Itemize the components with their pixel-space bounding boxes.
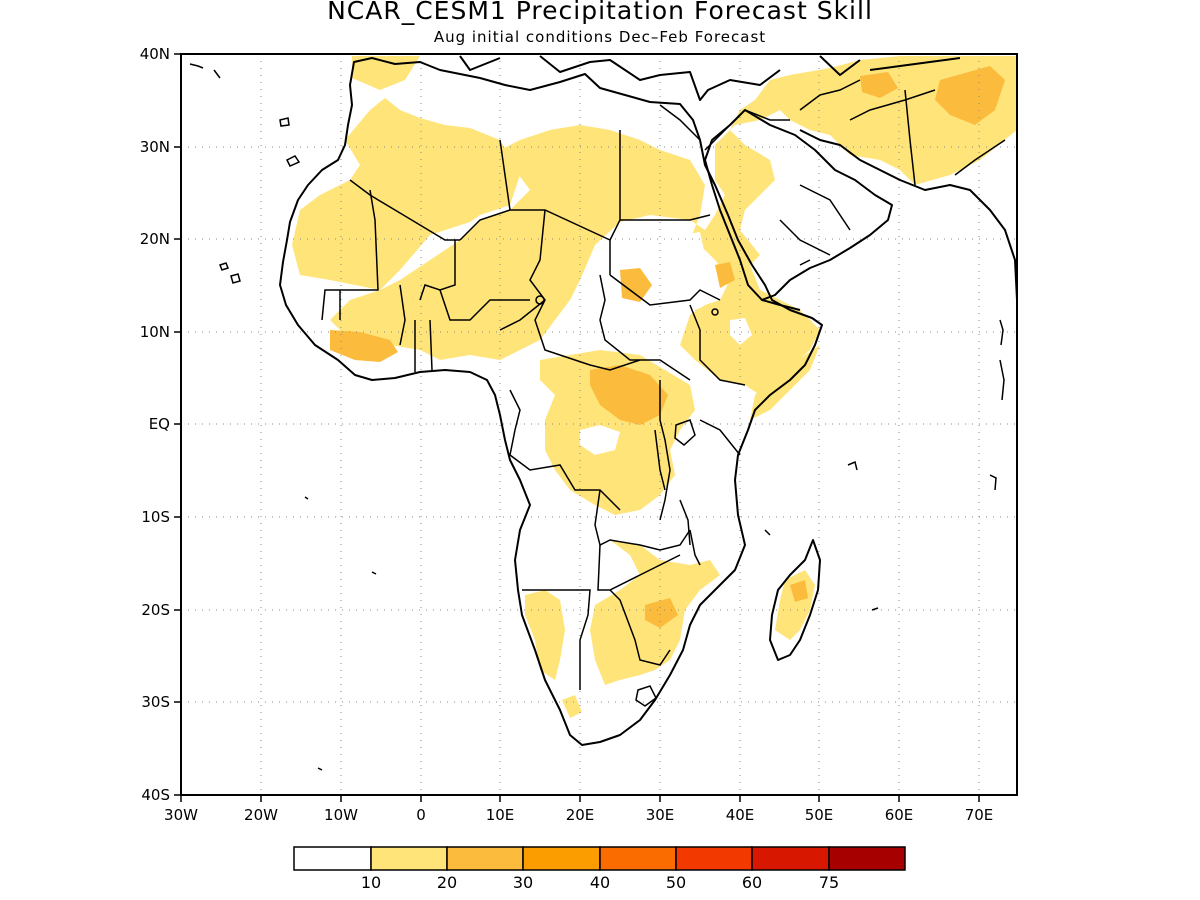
map-title: NCAR_CESM1 Precipitation Forecast Skill bbox=[327, 0, 873, 25]
lat-label: 10S bbox=[141, 508, 170, 526]
lon-label: 10W bbox=[324, 806, 358, 824]
coastlines bbox=[279, 55, 1017, 746]
color-bar-label: 60 bbox=[742, 873, 762, 892]
map-area bbox=[181, 54, 1017, 795]
color-bar-box bbox=[446, 846, 524, 871]
lon-labels: 30W 20W 10W 0 10E 20E 30E 40E 50E 60E 70… bbox=[164, 806, 993, 824]
lat-label: EQ bbox=[149, 415, 170, 433]
color-bar-label: 75 bbox=[819, 873, 839, 892]
lon-label: 20W bbox=[244, 806, 278, 824]
lon-label: 20E bbox=[566, 806, 595, 824]
lon-label: 70E bbox=[965, 806, 994, 824]
color-bar-label: 50 bbox=[666, 873, 686, 892]
color-bar-label: 20 bbox=[437, 873, 457, 892]
color-bar-box bbox=[828, 846, 906, 871]
lat-label: 30N bbox=[140, 138, 170, 156]
color-bar bbox=[293, 846, 906, 871]
color-bar-label: 40 bbox=[590, 873, 610, 892]
color-bar-box bbox=[599, 846, 677, 871]
color-bar-box bbox=[293, 846, 372, 871]
lat-label: 20N bbox=[140, 230, 170, 248]
color-bar-labels: 10 20 30 40 50 60 75 bbox=[361, 873, 839, 892]
color-bar-box bbox=[675, 846, 753, 871]
color-bar-label: 10 bbox=[361, 873, 381, 892]
lon-label: 30E bbox=[646, 806, 675, 824]
lat-label: 40N bbox=[140, 45, 170, 63]
lat-label: 10N bbox=[140, 323, 170, 341]
lon-label: 40E bbox=[726, 806, 755, 824]
islands bbox=[189, 63, 1005, 771]
axis-ticks bbox=[174, 53, 980, 802]
color-bar-box bbox=[370, 846, 448, 871]
lat-label: 40S bbox=[141, 786, 170, 804]
lakes bbox=[535, 295, 719, 707]
skill-20-30-shading bbox=[330, 66, 1005, 628]
map-subtitle: Aug initial conditions Dec–Feb Forecast bbox=[433, 28, 767, 46]
color-bar-label: 30 bbox=[513, 873, 533, 892]
lat-label: 30S bbox=[141, 693, 170, 711]
lat-labels: 40N 30N 20N 10N EQ 10S 20S 30S 40S bbox=[140, 45, 170, 804]
color-bar-box bbox=[751, 846, 830, 871]
lon-label: 50E bbox=[805, 806, 834, 824]
lon-label: 60E bbox=[885, 806, 914, 824]
color-bar-box bbox=[522, 846, 601, 871]
lon-label: 10E bbox=[486, 806, 515, 824]
lon-label: 30W bbox=[164, 806, 198, 824]
lon-label: 0 bbox=[416, 806, 426, 824]
country-borders bbox=[321, 79, 1006, 690]
lat-label: 20S bbox=[141, 601, 170, 619]
